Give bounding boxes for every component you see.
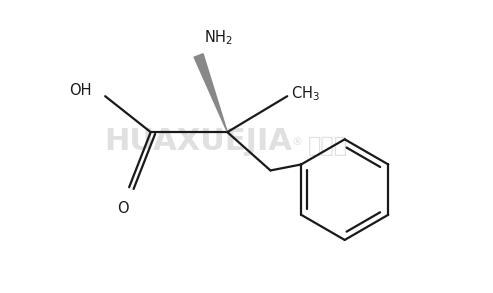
- Text: OH: OH: [69, 83, 92, 98]
- Text: O: O: [117, 201, 129, 216]
- Text: CH$_3$: CH$_3$: [291, 84, 320, 103]
- Text: NH$_2$: NH$_2$: [204, 28, 233, 47]
- Text: ®: ®: [291, 137, 302, 147]
- Polygon shape: [194, 54, 227, 132]
- Text: 化学加: 化学加: [308, 137, 348, 156]
- Text: HUAXUEJIA: HUAXUEJIA: [105, 127, 292, 156]
